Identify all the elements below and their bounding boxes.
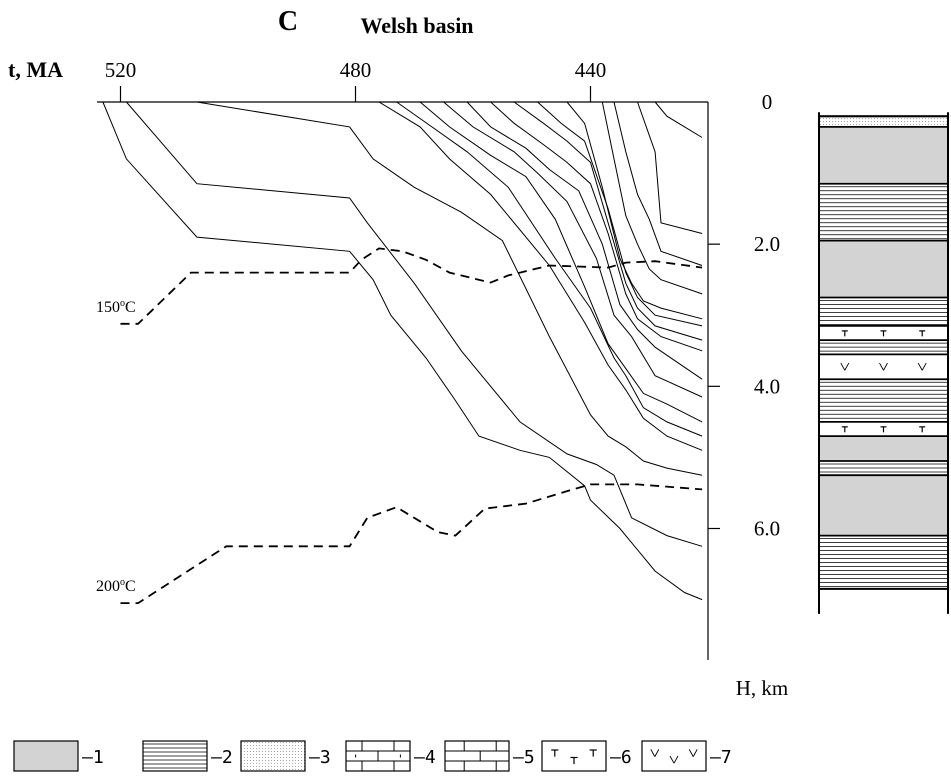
burial-curve	[637, 101, 703, 234]
pattern-line	[688, 749, 694, 757]
lithology-layer	[819, 474, 948, 536]
isotherm-value: 200	[96, 578, 120, 595]
pattern-line	[917, 362, 923, 371]
lithology-layer	[819, 325, 948, 337]
burial-curve	[490, 101, 703, 352]
lithology-column	[818, 112, 949, 614]
burial-curve	[613, 101, 703, 266]
legend-swatch	[444, 740, 510, 772]
degree-mark: o	[120, 577, 125, 588]
legend-item: –7	[641, 740, 732, 772]
pattern-fill-gray	[819, 240, 948, 298]
legend-label: –7	[710, 747, 732, 768]
burial-curve	[566, 101, 703, 320]
lithology-layer	[819, 378, 948, 419]
legend-swatch	[13, 740, 79, 772]
x-ticks: 520 480 440	[105, 58, 607, 102]
pattern-line	[692, 749, 698, 757]
x-tick-label: 480	[340, 58, 372, 82]
pattern-line	[673, 755, 679, 764]
lithology-layer	[819, 534, 948, 588]
lithology-layer	[819, 182, 948, 240]
lithology-layer	[819, 435, 948, 461]
y-tick-label: 0	[762, 90, 773, 114]
pattern-fill-dots	[819, 116, 948, 127]
burial-curve	[396, 101, 703, 437]
legend-item: –2	[142, 740, 233, 772]
isotherm-unit: C	[125, 299, 136, 316]
pattern-fill-gray	[819, 436, 948, 461]
pattern-fill-gray	[819, 475, 948, 536]
pattern-line	[650, 749, 656, 757]
y-tick-label: 6.0	[754, 516, 780, 540]
burial-curve	[126, 101, 703, 547]
burial-curve	[466, 101, 703, 380]
legend-item: –1	[13, 740, 104, 772]
legend-item: –5	[444, 740, 535, 772]
x-tick-label: 440	[575, 58, 607, 82]
pattern-line	[921, 362, 927, 371]
pattern-line	[879, 362, 884, 371]
legend-swatch	[541, 740, 607, 772]
legend-label: –1	[82, 747, 104, 768]
x-tick-label: 520	[105, 58, 137, 82]
lithology-layer	[819, 460, 948, 473]
legend-label: –6	[610, 747, 632, 768]
burial-curve	[196, 101, 703, 476]
legend-label: –5	[513, 747, 535, 768]
y-ticks: 0 2.0 4.0 6.0	[708, 90, 780, 540]
legend-label: –3	[309, 747, 331, 768]
pattern-line	[840, 362, 846, 371]
lithology-layer	[819, 353, 948, 371]
burial-curve	[443, 101, 703, 398]
y-tick-label: 4.0	[754, 374, 780, 398]
burial-curve	[654, 101, 703, 138]
axes	[97, 101, 709, 660]
lithology-layer	[819, 125, 948, 184]
legend-label: –2	[211, 747, 233, 768]
isotherm-line	[120, 247, 703, 325]
y-axis-label: H, km	[736, 676, 789, 700]
lithology-layer	[819, 239, 948, 298]
legend: –1 –2 –3 –4 –5 –6 –7	[13, 740, 732, 772]
lithology-layer	[819, 339, 948, 352]
burial-curve	[601, 101, 703, 295]
x-axis-label: t, MA	[8, 57, 63, 82]
legend-swatch	[345, 740, 411, 772]
y-tick-label: 2.0	[754, 232, 780, 256]
isotherm-label: 150oC	[96, 298, 136, 316]
burial-curves	[102, 101, 703, 601]
burial-curve	[102, 101, 703, 601]
pattern-line	[669, 755, 675, 764]
legend-item: –3	[240, 740, 331, 772]
panel-letter: C	[278, 6, 298, 37]
legend-label: –4	[414, 747, 436, 768]
isotherm-label: 200oC	[96, 577, 136, 595]
burial-curve	[537, 101, 703, 327]
burial-curve	[378, 101, 703, 451]
chart-title: Welsh basin	[360, 13, 473, 38]
legend-item: –6	[541, 740, 632, 772]
pattern-line	[654, 749, 660, 757]
isotherm-value: 150	[96, 299, 120, 316]
legend-item: –4	[345, 740, 436, 772]
lithology-layer	[819, 296, 948, 325]
pattern-line	[883, 362, 888, 371]
legend-swatch	[142, 740, 208, 772]
burial-curve	[513, 101, 703, 341]
isotherm-unit: C	[125, 578, 136, 595]
isotherm-line	[120, 483, 703, 604]
pattern-fill-gray	[819, 126, 948, 184]
pattern-line	[844, 362, 850, 371]
legend-swatch	[240, 740, 306, 772]
degree-mark: o	[120, 298, 125, 309]
burial-curve	[419, 101, 703, 423]
pattern-fill-gray	[14, 741, 78, 771]
lithology-layer	[819, 115, 948, 127]
pattern-fill-dots	[241, 741, 305, 771]
legend-swatch	[641, 740, 707, 772]
lithology-layer	[819, 420, 948, 433]
